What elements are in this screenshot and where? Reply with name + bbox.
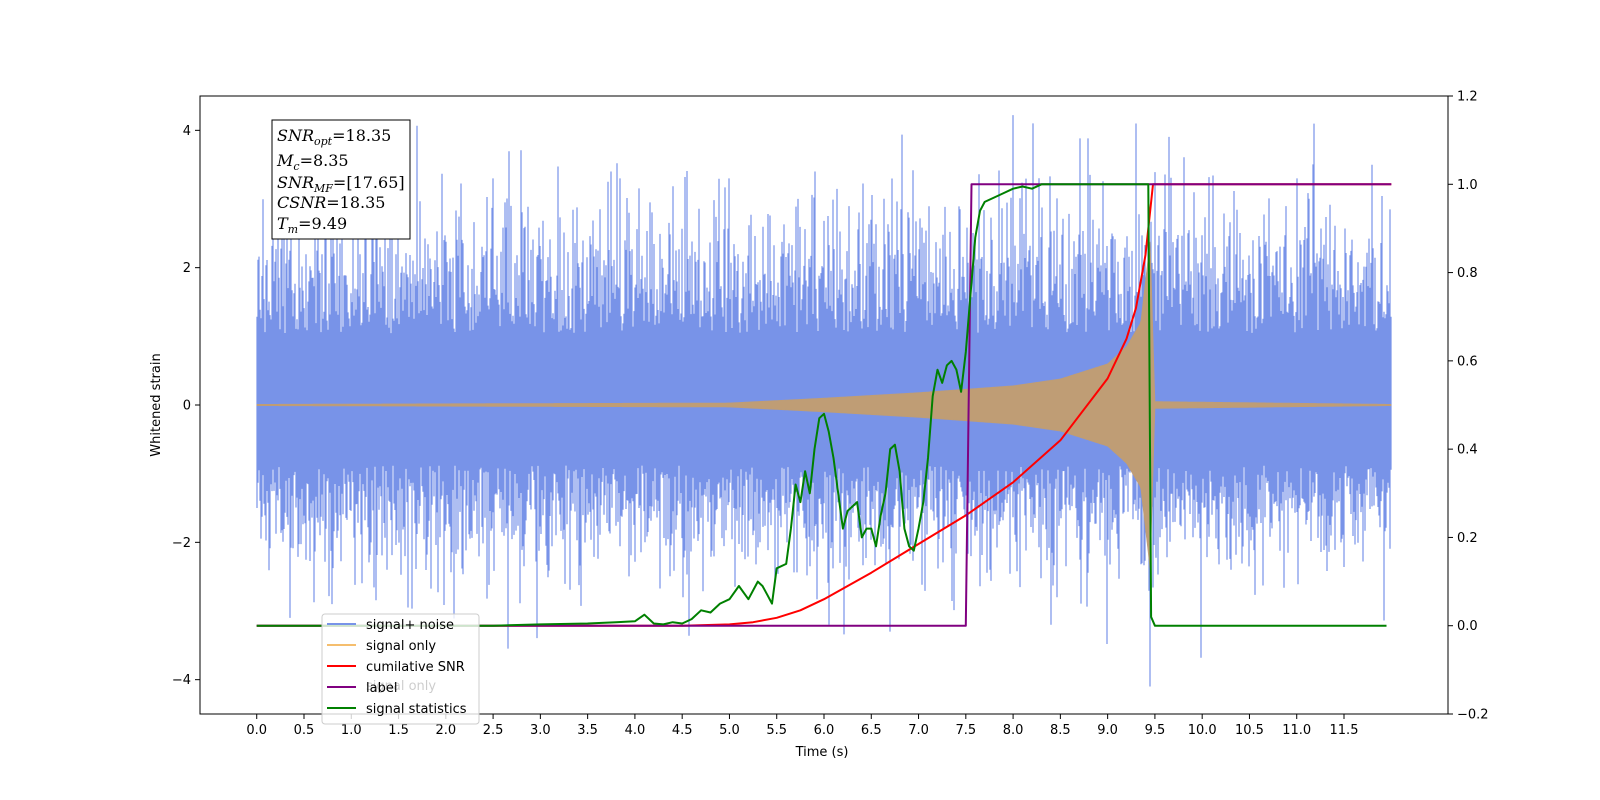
info-snr-opt: SNRopt=18.35 [277,126,391,148]
x-tick-label: 7.0 [908,723,929,738]
y-tick-label: 0 [183,399,191,414]
signal-only-line [256,241,1392,569]
legend-label-signal-only: signal only [366,639,436,654]
x-tick-label: 1.0 [341,723,362,738]
x-tick-label: 2.5 [483,723,504,738]
x-axis: 0.0 0.5 1.0 1.5 2.0 2.5 3.0 3.5 4.0 4.5 5.0 5.5 6.0 6… [246,714,1358,738]
y2-tick-label: −0.2 [1457,708,1489,723]
y-tick-label: 2 [183,261,191,276]
cumilative-snr-line [256,183,1392,627]
info-snr-mf: SNRMF=[17.65] [277,173,405,195]
x-tick-label: 7.5 [955,723,976,738]
x-tick-label: 9.0 [1097,723,1118,738]
series-layer [256,115,1392,687]
x-tick-label: 6.5 [861,723,882,738]
y2-tick-label: 0.0 [1457,619,1478,634]
x-tick-label: 3.0 [530,723,551,738]
x-tick-label: 0.5 [294,723,315,738]
y2-tick-label: 0.2 [1457,531,1478,546]
legend-label-signal-noise: signal+ noise [366,618,454,633]
x-tick-label: 8.0 [1003,723,1024,738]
signal-statistics-line [256,183,1387,627]
y2-tick-label: 1.2 [1457,90,1478,105]
y2-tick-label: 1.0 [1457,178,1478,193]
legend-ghost-text: signal only [366,679,436,694]
y-tick-label: −4 [172,673,191,688]
legend-label-signal-statistics: signal statistics [366,702,467,717]
info-box-frame [271,119,411,240]
x-tick-label: 4.5 [672,723,693,738]
legend-label-cumilative-snr: cumilative SNR [366,660,465,675]
x-tick-label: 11.5 [1330,723,1359,738]
y-tick-label: −2 [172,536,191,551]
x-tick-label: 5.0 [719,723,740,738]
info-csnr: CSNR=18.35 [277,193,385,212]
legend: signal only signal+ noise signal only cumi… [321,613,480,725]
x-tick-label: 0.0 [246,723,267,738]
y-axis-label: Whitened strain [149,353,164,456]
x-tick-label: 10.0 [1188,723,1217,738]
x-tick-label: 1.5 [388,723,409,738]
y2-tick-label: 0.4 [1457,443,1478,458]
x-tick-label: 2.0 [435,723,456,738]
y2-tick-label: 0.8 [1457,266,1478,281]
x-tick-label: 11.0 [1282,723,1311,738]
x-axis-label: Time (s) [795,745,849,760]
x-tick-label: 10.5 [1235,723,1264,738]
y-axis-right: −0.2 0.0 0.2 0.4 0.6 0.8 1.0 1.2 [1448,90,1489,723]
y-axis-left: −4 −2 0 2 4 [172,124,200,688]
x-tick-label: 6.0 [814,723,835,738]
info-mc: Mc=8.35 [276,151,349,173]
legend-label-label: label [366,681,397,696]
x-tick-label: 3.5 [577,723,598,738]
x-tick-label: 4.0 [625,723,646,738]
x-tick-label: 5.5 [766,723,787,738]
info-tm: Tm=9.49 [277,214,347,236]
legend-frame [321,613,480,725]
y2-tick-label: 0.6 [1457,354,1478,369]
info-box: SNRopt=18.35 Mc=8.35 SNRMF=[17.65] CSNR=… [271,119,411,240]
x-tick-label: 9.5 [1145,723,1166,738]
x-tick-label: 8.5 [1050,723,1071,738]
y-tick-label: 4 [183,124,191,139]
